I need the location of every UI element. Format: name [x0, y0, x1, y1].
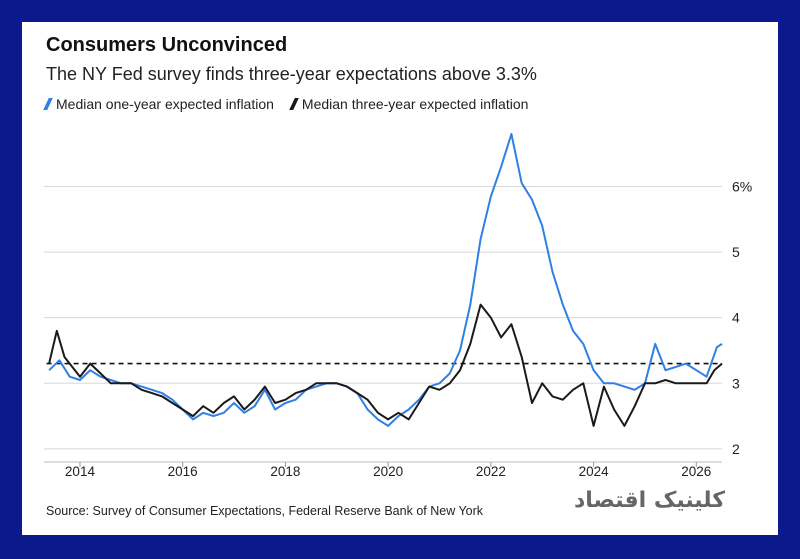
y-tick-label-2: 2: [732, 441, 740, 457]
y-tick-label-3: 3: [732, 375, 740, 391]
legend-label-one-year: Median one-year expected inflation: [56, 96, 274, 112]
x-tick-label-2024: 2024: [579, 464, 610, 479]
x-tick-label-2014: 2014: [65, 464, 96, 479]
x-tick-label-2018: 2018: [270, 464, 300, 479]
y-tick-label-5: 5: [732, 244, 740, 260]
legend-item-one-year: Median one-year expected inflation: [43, 96, 274, 112]
source-note: Source: Survey of Consumer Expectations,…: [46, 504, 484, 518]
legend-item-three-year: Median three-year expected inflation: [289, 96, 529, 112]
watermark-logo: کلینیک اقتصاد: [574, 488, 726, 513]
x-tick-label-2020: 2020: [373, 464, 403, 479]
x-tick-label-2016: 2016: [168, 464, 198, 479]
line-chart: 2 3 4 5 6% 2014 2016 2018 2020 2022 2024 2026: [44, 133, 752, 479]
chart-title: Consumers Unconvinced: [46, 34, 288, 56]
y-tick-label-6: 6%: [732, 178, 752, 194]
legend-label-three-year: Median three-year expected inflation: [301, 96, 529, 112]
series-line-one-year: [48, 133, 723, 427]
chart-subtitle: The NY Fed survey finds three-year expec…: [46, 64, 537, 84]
chart-frame: Consumers Unconvinced The NY Fed survey …: [22, 22, 778, 535]
series-line-three-year: [48, 303, 723, 427]
y-tick-label-4: 4: [732, 310, 740, 326]
x-tick-label-2026: 2026: [681, 464, 711, 479]
x-tick-label-2022: 2022: [476, 464, 506, 479]
chart-legend: Median one-year expected inflation Media…: [43, 96, 529, 112]
